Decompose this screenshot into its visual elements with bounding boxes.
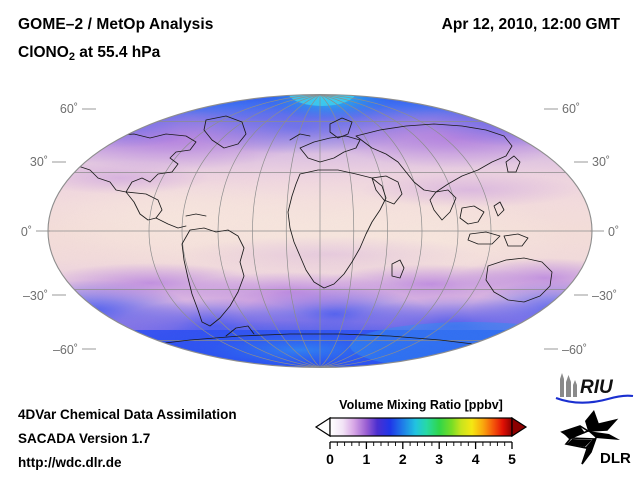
riu-towers-icon bbox=[560, 373, 577, 397]
world-map: 60˚ 30˚ 0˚ –30˚ –60˚ 60˚ 30˚ 0˚ –30˚ –60… bbox=[0, 78, 640, 383]
colorbar-tick-1: 1 bbox=[363, 451, 371, 467]
colorbar-tick-3: 3 bbox=[435, 451, 443, 467]
footer-line-version: SACADA Version 1.7 bbox=[18, 431, 151, 446]
colorbar-tick-5: 5 bbox=[508, 451, 516, 467]
riu-wave-icon bbox=[555, 394, 634, 404]
footer-info: 4DVar Chemical Data Assimilation SACADA … bbox=[18, 403, 237, 475]
footer-line-method: 4DVar Chemical Data Assimilation bbox=[18, 407, 237, 422]
colorbar-tick-2: 2 bbox=[399, 451, 407, 467]
colorbar-gradient bbox=[329, 417, 513, 437]
lat-label-left-0: 0˚ bbox=[21, 225, 32, 239]
colorbar-underflow-arrow bbox=[314, 416, 331, 438]
dlr-wordmark: DLR bbox=[600, 450, 631, 467]
riu-logo: RIU bbox=[552, 371, 636, 405]
colorbar: Volume Mixing Ratio [ppbv] bbox=[312, 398, 530, 470]
dlr-logo: DLR bbox=[558, 408, 636, 468]
datetime-label: Apr 12, 2010, 12:00 GMT bbox=[441, 16, 620, 33]
colorbar-tick-0: 0 bbox=[326, 451, 334, 467]
lat-label-left-m30: –30˚ bbox=[23, 289, 48, 303]
colorbar-overflow-arrow bbox=[511, 416, 528, 438]
analysis-title: GOME–2 / MetOp Analysis bbox=[18, 16, 214, 33]
colorbar-major-ticks bbox=[329, 442, 513, 449]
footer-line-url[interactable]: http://wdc.dlr.de bbox=[18, 455, 122, 470]
species-level: at 55.4 hPa bbox=[74, 44, 161, 61]
lat-label-right-60: 60˚ bbox=[562, 102, 580, 116]
lat-labels-right: 60˚ 30˚ 0˚ –30˚ –60˚ bbox=[544, 102, 619, 357]
colorbar-tick-4: 4 bbox=[472, 451, 480, 467]
lat-label-right-m60: –60˚ bbox=[562, 343, 587, 357]
lat-label-left-60: 60˚ bbox=[60, 102, 78, 116]
lat-labels-left: 60˚ 30˚ 0˚ –30˚ –60˚ bbox=[21, 102, 96, 357]
dlr-pinwheel-icon bbox=[560, 410, 620, 465]
lat-label-right-0: 0˚ bbox=[608, 225, 619, 239]
species-subtitle: ClONO2 at 55.4 hPa bbox=[18, 44, 161, 63]
lat-label-left-30: 30˚ bbox=[30, 155, 48, 169]
colorbar-minor-ticks bbox=[336, 442, 506, 446]
species-subscript: 2 bbox=[68, 51, 75, 63]
lat-label-left-m60: –60˚ bbox=[53, 343, 78, 357]
lat-label-right-m30: –30˚ bbox=[592, 289, 617, 303]
colorbar-title: Volume Mixing Ratio [ppbv] bbox=[339, 398, 503, 412]
riu-wordmark: RIU bbox=[580, 377, 614, 398]
species-name: ClONO bbox=[18, 44, 69, 61]
lat-label-right-30: 30˚ bbox=[592, 155, 610, 169]
